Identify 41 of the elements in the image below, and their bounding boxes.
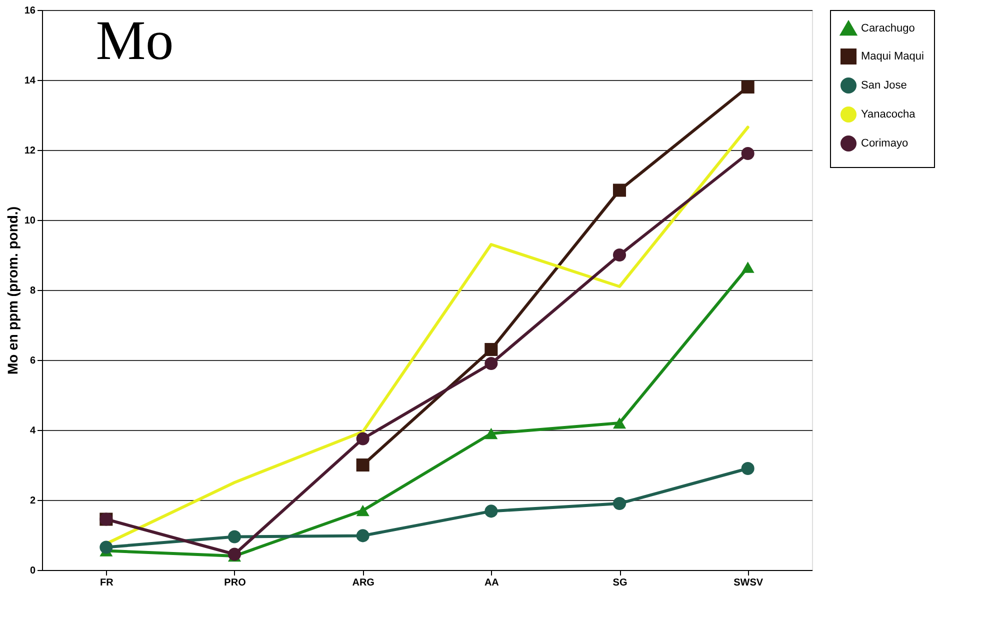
point xyxy=(741,462,754,476)
point xyxy=(356,504,370,516)
y-tick-label: 0 xyxy=(30,566,36,576)
legend-label: San Jose xyxy=(861,80,907,92)
x-tick-label: ARG xyxy=(352,578,375,588)
legend-label: Maqui Maqui xyxy=(861,50,924,62)
y-tick-label: 16 xyxy=(24,6,36,16)
point xyxy=(356,529,370,542)
y-tick-label: 4 xyxy=(30,426,36,436)
x-tick-label: SWSV xyxy=(734,578,764,588)
x-tick-label: SG xyxy=(612,578,628,588)
point xyxy=(100,540,113,554)
legend-label: Yanacocha xyxy=(861,108,916,120)
point xyxy=(612,417,626,429)
y-tick-label: 2 xyxy=(30,496,36,506)
y-tick-label: 6 xyxy=(30,356,36,366)
point xyxy=(612,496,626,510)
legend-label: Corimayo xyxy=(861,138,908,150)
point xyxy=(484,356,498,370)
y-tick-label: 8 xyxy=(30,286,36,296)
y-tick-label: 12 xyxy=(24,146,36,156)
point xyxy=(484,342,498,356)
x-tick-label: AA xyxy=(484,578,499,588)
point xyxy=(612,184,626,197)
x-tick-label: FR xyxy=(100,578,114,588)
y-tick-label: 14 xyxy=(24,76,36,86)
point xyxy=(741,80,754,94)
point xyxy=(356,432,370,446)
point xyxy=(741,146,754,160)
chart-title: Mo xyxy=(96,10,174,72)
point xyxy=(741,262,754,273)
point xyxy=(612,248,626,262)
point xyxy=(484,428,498,440)
y-tick-label: 10 xyxy=(24,216,36,226)
point xyxy=(356,458,370,472)
legend-label: Carachugo xyxy=(861,22,915,34)
x-tick-label: PRO xyxy=(224,578,246,588)
y-axis-title: Mo en ppm (prom. pond.) xyxy=(4,206,20,374)
point xyxy=(484,504,498,518)
point xyxy=(228,530,242,544)
point xyxy=(228,548,242,561)
